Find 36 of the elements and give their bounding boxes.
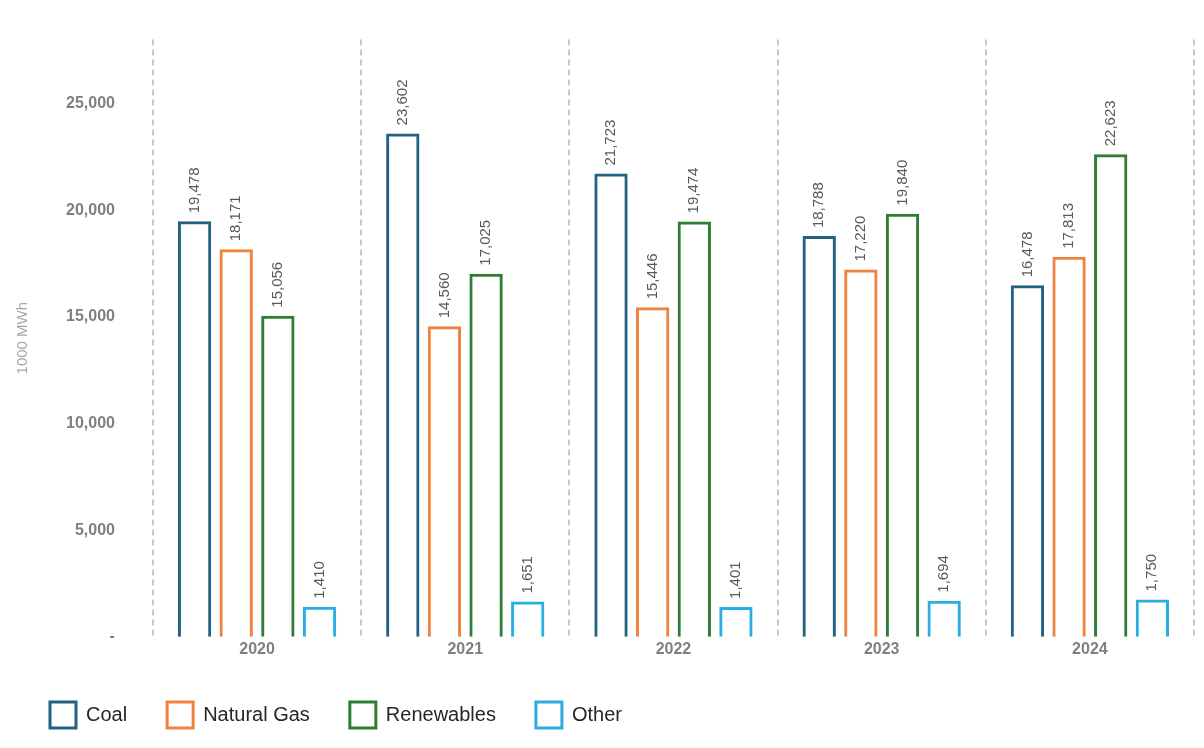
x-tick-label: 2023	[863, 639, 900, 657]
data-label: 17,025	[476, 219, 494, 266]
data-label: 14,560	[434, 272, 452, 319]
data-label: 18,171	[226, 195, 244, 242]
y-tick-label: -	[109, 627, 115, 645]
data-label: 1,651	[517, 556, 535, 594]
legend-label: Renewables	[385, 702, 496, 725]
data-label: 16,478	[1017, 231, 1035, 278]
data-label: 17,220	[851, 215, 868, 262]
y-tick-label: 25,000	[66, 93, 116, 111]
y-tick-label: 5,000	[74, 520, 116, 538]
data-label: 1,401	[726, 561, 744, 599]
x-tick-label: 2024	[1072, 639, 1108, 657]
data-label: 15,446	[642, 253, 660, 300]
data-label: 1,410	[309, 561, 327, 599]
data-label: 23,602	[392, 79, 410, 126]
data-label: 1,694	[934, 555, 952, 593]
legend-label: Coal	[86, 702, 128, 725]
x-tick-label: 2022	[655, 639, 692, 657]
legend-label: Natural Gas	[203, 702, 310, 725]
y-tick-label: 20,000	[66, 200, 116, 218]
y-tick-label: 10,000	[66, 413, 116, 431]
data-label: 19,474	[684, 167, 702, 214]
data-label: 22,623	[1100, 100, 1118, 147]
y-axis-title: 1000 MWh	[13, 301, 31, 375]
data-label: 15,056	[268, 261, 286, 308]
x-tick-label: 2021	[447, 639, 484, 657]
x-tick-label: 2020	[239, 639, 275, 657]
data-label: 1,750	[1142, 553, 1160, 592]
data-label: 19,478	[184, 167, 202, 214]
data-label: 18,788	[809, 182, 827, 229]
legend-label: Other	[571, 702, 623, 725]
data-label: 19,840	[892, 159, 910, 206]
data-label: 17,813	[1059, 202, 1077, 249]
y-tick-label: 15,000	[66, 307, 116, 325]
data-label: 21,723	[601, 119, 619, 166]
